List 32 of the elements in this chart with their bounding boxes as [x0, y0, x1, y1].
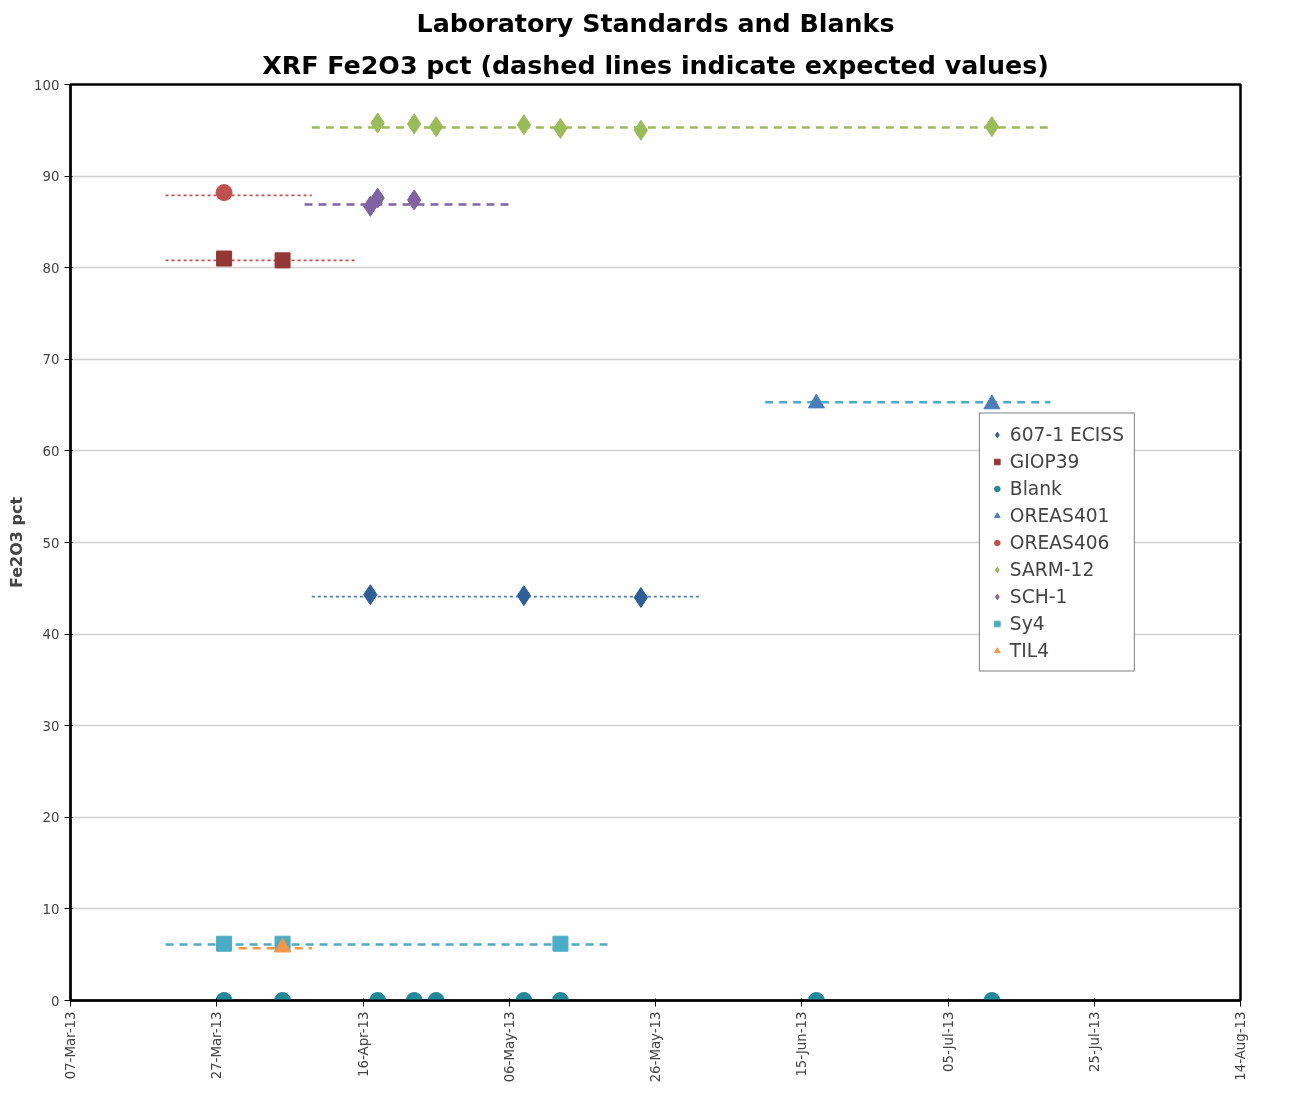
x-tick-label: 14-Aug-13: [1233, 1011, 1248, 1081]
y-tick-label: 40: [42, 627, 60, 643]
y-tick-label: 50: [42, 535, 60, 551]
chart-subtitle: XRF Fe2O3 pct (dashed lines indicate expected values): [262, 49, 1049, 80]
y-tick-label: 10: [42, 901, 60, 917]
y-tick-label: 0: [51, 993, 60, 1009]
x-tick-label: 27-Mar-13: [209, 1011, 225, 1080]
legend-label: Blank: [1009, 477, 1062, 499]
x-tick-label: 15-Jun-13: [794, 1011, 810, 1077]
legend-label: 607-1 ECISS: [1009, 423, 1124, 445]
x-tick-label: 06-May-13: [501, 1011, 517, 1083]
y-tick-label: 70: [42, 352, 60, 368]
x-tick-label: 05-Jul-13: [940, 1011, 956, 1072]
y-tick-label: 20: [42, 810, 60, 826]
legend-label: SCH-1: [1009, 585, 1068, 607]
legend-label: OREAS401: [1009, 504, 1110, 526]
y-tick-label: 60: [42, 443, 60, 459]
y-tick-label: 30: [42, 718, 60, 734]
legend-label: Sy4: [1009, 612, 1045, 634]
legend-label: TIL4: [1009, 639, 1050, 661]
legend-label: SARM-12: [1009, 558, 1095, 580]
legend-label: GIOP39: [1009, 450, 1080, 472]
y-tick-label: 90: [42, 169, 60, 185]
x-tick-label: 26-May-13: [648, 1011, 663, 1083]
y-tick-label: 100: [34, 77, 60, 93]
x-tick-label: 16-Apr-13: [355, 1011, 371, 1077]
x-tick-label: 25-Jul-13: [1086, 1011, 1102, 1072]
y-tick-label: 80: [42, 260, 60, 276]
y-axis-title: Fe2O3 pct: [7, 496, 27, 589]
chart-title: Laboratory Standards and Blanks: [416, 7, 895, 38]
legend-label: OREAS406: [1009, 531, 1110, 553]
x-tick-label: 07-Mar-13: [63, 1011, 78, 1080]
